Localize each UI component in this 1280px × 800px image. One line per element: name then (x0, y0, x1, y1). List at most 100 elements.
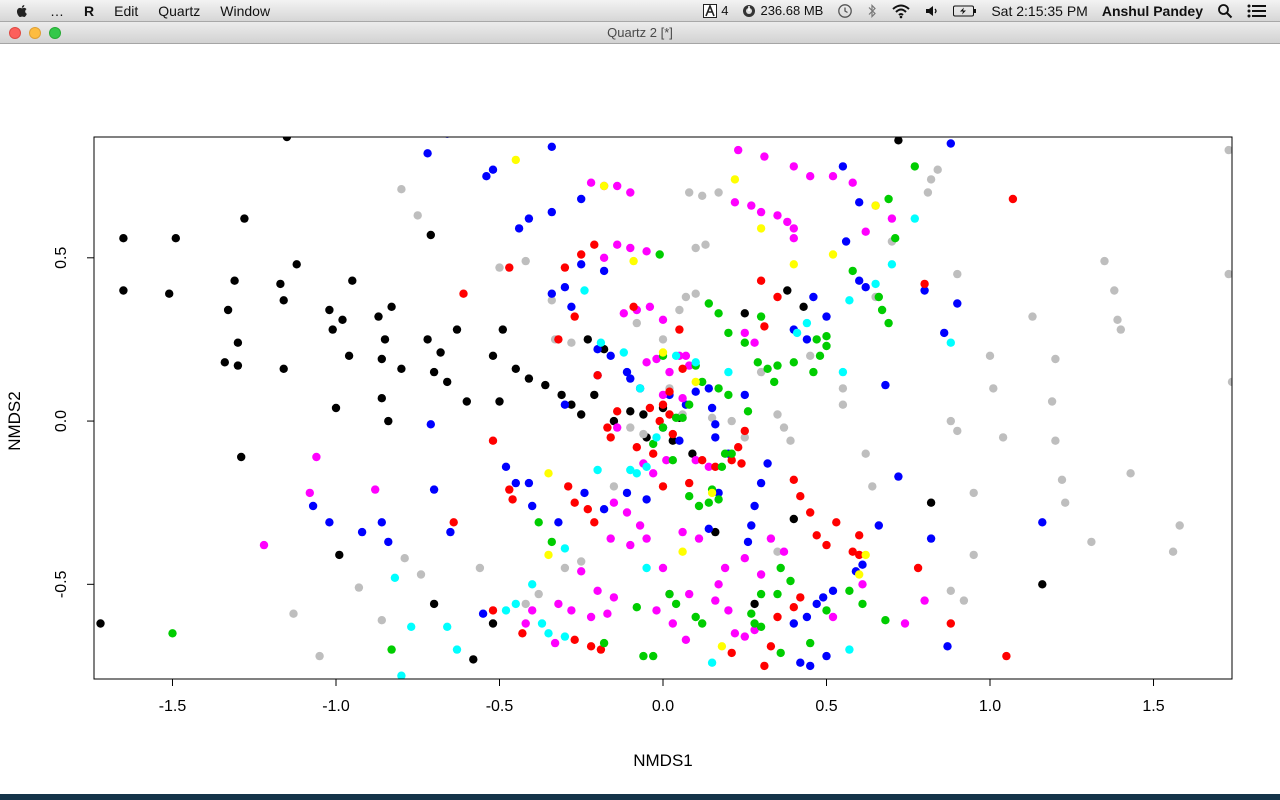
scatter-point-magenta (586, 178, 596, 187)
scatter-point-black (335, 550, 344, 560)
scatter-point-gray (416, 570, 426, 579)
scatter-point-gray (868, 482, 877, 491)
scatter-point-gray (1175, 521, 1184, 530)
scatter-point-gray (969, 550, 978, 560)
scatter-point-blue (599, 266, 609, 276)
scatter-point-green (789, 358, 798, 367)
scatter-point-blue (789, 619, 798, 628)
x-tick-label: 1.0 (979, 698, 1001, 715)
scatter-point-magenta (678, 394, 687, 403)
scatter-point-magenta (567, 606, 576, 615)
scatter-point-gray (806, 351, 815, 360)
scatter-point-magenta (371, 485, 380, 494)
scatter-point-gray (577, 557, 586, 566)
menu-quartz[interactable]: Quartz (158, 3, 201, 19)
spotlight-search[interactable] (1210, 3, 1240, 19)
scatter-point-blue (714, 488, 723, 498)
y-tick-label: -0.5 (53, 570, 70, 598)
time-machine-status[interactable] (830, 3, 860, 19)
scatter-point-green (694, 501, 704, 511)
scatter-point-blue (482, 172, 491, 181)
memory-status[interactable]: 236.68 MB (735, 0, 830, 22)
menu-app-r[interactable]: R (84, 3, 95, 19)
scatter-point-green (599, 638, 609, 648)
scatter-point-magenta (740, 554, 749, 563)
menu-window[interactable]: Window (220, 3, 271, 19)
scatter-point-red (583, 505, 592, 514)
scatter-point-red (577, 250, 586, 259)
scatter-point-gray (1047, 397, 1057, 406)
scatter-point-red (740, 426, 749, 436)
scatter-point-red (734, 443, 743, 452)
scatter-point-blue (325, 518, 334, 527)
scatter-point-blue (429, 485, 439, 494)
scatter-point-black (377, 394, 386, 403)
scatter-point-magenta (658, 315, 668, 324)
scatter-point-gray (658, 335, 668, 344)
menu-edit[interactable]: Edit (114, 3, 139, 19)
scatter-point-green (776, 648, 785, 658)
scatter-point-black (452, 325, 462, 334)
scatter-point-red (727, 456, 736, 465)
scatter-point-green (671, 599, 681, 609)
close-window-button[interactable] (9, 27, 21, 39)
scatter-point-green (714, 495, 723, 504)
scatter-point-red (590, 518, 599, 527)
scatter-point-black (626, 407, 635, 416)
scatter-point-cyan (528, 580, 537, 589)
user-name[interactable]: Anshul Pandey (1101, 3, 1203, 19)
menu-overflow[interactable]: … (50, 3, 64, 19)
scatter-point-magenta (858, 580, 867, 589)
apple-logo-icon[interactable] (14, 3, 30, 19)
scatter-point-black (387, 302, 396, 311)
bluetooth-status[interactable] (860, 3, 884, 19)
scatter-point-yellow (871, 201, 880, 210)
scatter-point-red (655, 416, 664, 426)
scatter-point-magenta (900, 619, 910, 628)
scatter-point-blue (946, 139, 955, 148)
scatter-point-green (812, 335, 821, 344)
scatter-point-blue (861, 283, 870, 292)
scatter-point-black (233, 338, 243, 347)
scatter-point-magenta (691, 456, 700, 465)
scatter-point-green (750, 619, 759, 628)
scatter-point-magenta (603, 609, 612, 618)
scatter-point-blue (622, 488, 632, 498)
scatter-point-gray (701, 240, 710, 249)
scatter-point-magenta (649, 469, 658, 478)
scatter-point-cyan (501, 606, 511, 615)
scatter-point-green (704, 299, 713, 308)
volume-status[interactable] (918, 4, 946, 18)
scatter-point-gray (609, 482, 619, 491)
scatter-point-gray (560, 563, 570, 573)
scatter-point-gray (521, 599, 530, 609)
scatter-point-green (714, 309, 723, 318)
scatter-point-magenta (828, 172, 838, 181)
minimize-window-button[interactable] (29, 27, 41, 39)
scatter-point-red (685, 478, 694, 488)
scatter-point-green (547, 537, 556, 547)
window-titlebar[interactable]: Quartz 2 [*] (0, 22, 1280, 44)
clock[interactable]: Sat 2:15:35 PM (991, 3, 1088, 19)
scatter-point-cyan (544, 629, 553, 638)
scatter-point-magenta (887, 214, 897, 223)
scatter-point-black (498, 325, 507, 334)
scatter-point-blue (926, 534, 936, 543)
scatter-point-blue (577, 260, 586, 269)
scatter-point-magenta (635, 521, 645, 530)
zoom-window-button[interactable] (49, 27, 61, 39)
battery-status[interactable] (946, 5, 984, 17)
adobe-status[interactable]: 4 (696, 0, 735, 22)
scatter-point-black (577, 410, 586, 419)
scatter-point-gray (953, 426, 962, 436)
x-axis-label: NMDS1 (633, 751, 693, 770)
scatter-point-magenta (756, 570, 766, 579)
scatter-point-magenta (613, 240, 622, 249)
scatter-point-gray (413, 211, 422, 220)
wifi-status[interactable] (884, 3, 918, 19)
scatter-point-blue (446, 527, 455, 537)
notification-center[interactable] (1240, 3, 1274, 19)
scatter-point-magenta (613, 423, 622, 432)
scatter-point-magenta (678, 527, 687, 537)
scatter-point-red (822, 540, 831, 550)
